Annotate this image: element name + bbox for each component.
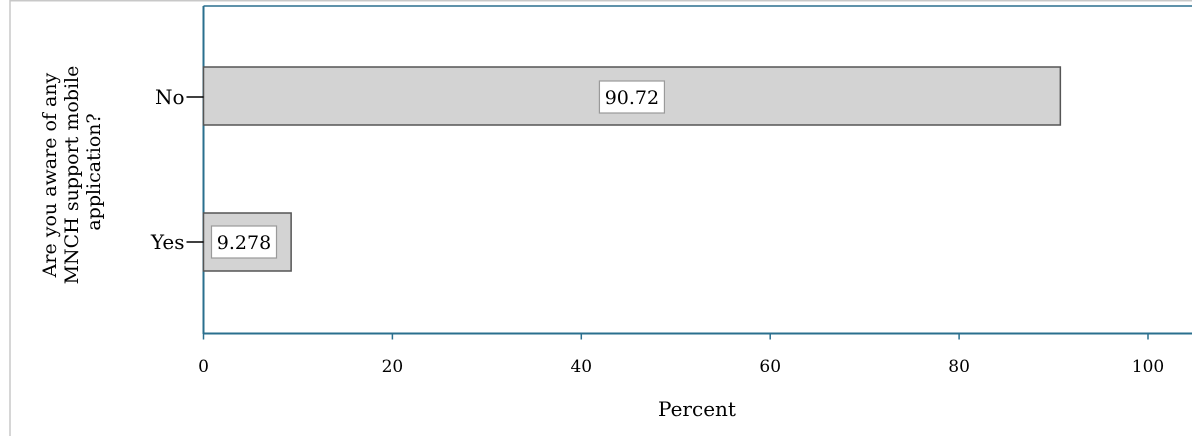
x-tick-label-80: 80	[948, 357, 970, 377]
x-tick-label-40: 40	[570, 357, 592, 377]
y-tick-label-yes: Yes	[150, 230, 185, 254]
y-axis-title-line-2: MNCH support mobile	[61, 66, 83, 285]
y-tick-label-no: No	[155, 85, 185, 109]
y-axis-title-line-1: Are you aware of any	[39, 72, 61, 278]
value-label-no: 90.72	[605, 87, 659, 109]
x-tick-label-60: 60	[759, 357, 781, 377]
x-axis-ticks: 0 20 40 60 80 100	[198, 333, 1164, 377]
bars-group: No 90.72 Yes 9.278	[150, 66, 1062, 272]
value-label-box-yes	[210, 225, 278, 259]
y-axis-title: Are you aware of any MNCH support mobile…	[39, 60, 105, 285]
value-label-yes: 9.278	[217, 232, 271, 254]
x-axis-title: Percent	[658, 397, 736, 421]
x-tick-label-0: 0	[198, 357, 209, 377]
x-tick-label-20: 20	[382, 357, 404, 377]
y-axis-title-line-3: application?	[83, 113, 105, 230]
value-label-box-no	[598, 80, 666, 114]
x-tick-label-100: 100	[1132, 357, 1164, 377]
